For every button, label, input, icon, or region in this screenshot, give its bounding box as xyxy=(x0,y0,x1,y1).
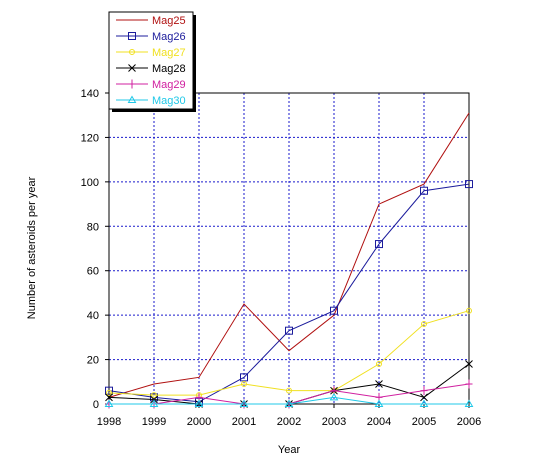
triangle-marker xyxy=(464,399,474,407)
circle-marker xyxy=(241,381,247,388)
legend-item: Mag30 xyxy=(116,95,186,107)
x-tick-label: 2004 xyxy=(367,416,391,428)
triangle-marker xyxy=(284,399,294,407)
circle-marker xyxy=(376,361,382,368)
triangle-marker xyxy=(419,399,429,407)
triangle-marker xyxy=(127,95,137,103)
triangle-marker xyxy=(374,399,384,407)
circle-marker xyxy=(286,387,292,394)
legend-item: Mag26 xyxy=(116,31,186,43)
y-tick-label: 80 xyxy=(87,221,99,233)
y-tick-label: 20 xyxy=(87,355,99,367)
square-marker xyxy=(330,306,338,315)
square-marker xyxy=(128,32,136,40)
y-tick-label: 40 xyxy=(87,310,99,322)
x-marker xyxy=(420,393,428,402)
plus-marker xyxy=(465,379,473,389)
y-tick-label: 100 xyxy=(81,177,99,189)
series-line xyxy=(108,310,470,396)
legend-item: Mag28 xyxy=(116,63,186,75)
series-line xyxy=(109,396,469,405)
legend-label: Mag28 xyxy=(152,63,186,75)
x-tick-label: 2001 xyxy=(232,416,256,428)
triangle-marker xyxy=(149,399,159,407)
plus-marker xyxy=(128,79,136,89)
square-marker xyxy=(285,326,293,335)
tick-marks xyxy=(105,92,470,408)
legend-label: Mag25 xyxy=(152,15,186,27)
series-mag25 xyxy=(108,112,470,398)
x-tick-label: 2005 xyxy=(412,416,436,428)
circle-marker xyxy=(151,392,157,399)
triangle-marker xyxy=(239,399,249,407)
circle-marker xyxy=(129,49,135,55)
series-mag30 xyxy=(104,392,474,407)
y-tick-label: 120 xyxy=(81,132,99,144)
y-tick-label: 0 xyxy=(93,399,99,411)
legend-label: Mag27 xyxy=(152,47,186,59)
legend-label: Mag30 xyxy=(152,95,186,107)
x-tick-label: 2000 xyxy=(187,416,211,428)
y-axis-label: Number of asteroids per year xyxy=(26,176,38,319)
plus-marker xyxy=(420,386,428,396)
series-line xyxy=(108,112,470,398)
circle-marker xyxy=(106,389,112,396)
triangle-marker xyxy=(194,399,204,407)
legend-label: Mag29 xyxy=(152,79,186,91)
square-marker xyxy=(375,240,383,249)
x-marker xyxy=(375,380,383,388)
square-marker xyxy=(465,180,473,189)
legend-item: Mag25 xyxy=(116,15,186,27)
y-tick-label: 60 xyxy=(87,266,99,278)
square-marker xyxy=(420,186,428,195)
legend-label: Mag26 xyxy=(152,31,186,43)
x-tick-label: 2002 xyxy=(277,416,301,428)
circle-marker xyxy=(421,321,427,328)
x-tick-label: 1999 xyxy=(142,416,166,428)
square-marker xyxy=(105,386,113,395)
y-tick-label: 140 xyxy=(81,88,99,100)
y-axis-tick-labels: 0 20 40 60 80 100 120 140 xyxy=(81,88,99,411)
series-line xyxy=(108,183,470,403)
square-marker xyxy=(240,373,248,382)
triangle-marker xyxy=(104,399,114,407)
legend: Mag25 Mag26 Mag27 Mag28 Mag29 Mag30 xyxy=(108,11,196,112)
x-axis-tick-labels: 1998 1999 2000 2001 2002 2003 2004 2005 2006 xyxy=(97,416,481,428)
legend-item: Mag27 xyxy=(116,47,186,59)
x-marker xyxy=(128,64,136,72)
x-tick-label: 2006 xyxy=(457,416,481,428)
series-layer xyxy=(104,112,474,409)
circle-marker xyxy=(466,307,472,314)
triangle-marker xyxy=(329,392,339,401)
grid xyxy=(109,93,469,404)
legend-box xyxy=(108,11,194,110)
x-tick-label: 1998 xyxy=(97,416,121,428)
x-marker xyxy=(105,393,113,402)
x-marker xyxy=(465,360,473,368)
legend-item: Mag29 xyxy=(116,79,186,91)
x-tick-label: 2003 xyxy=(322,416,346,428)
x-axis-label: Year xyxy=(278,444,301,456)
